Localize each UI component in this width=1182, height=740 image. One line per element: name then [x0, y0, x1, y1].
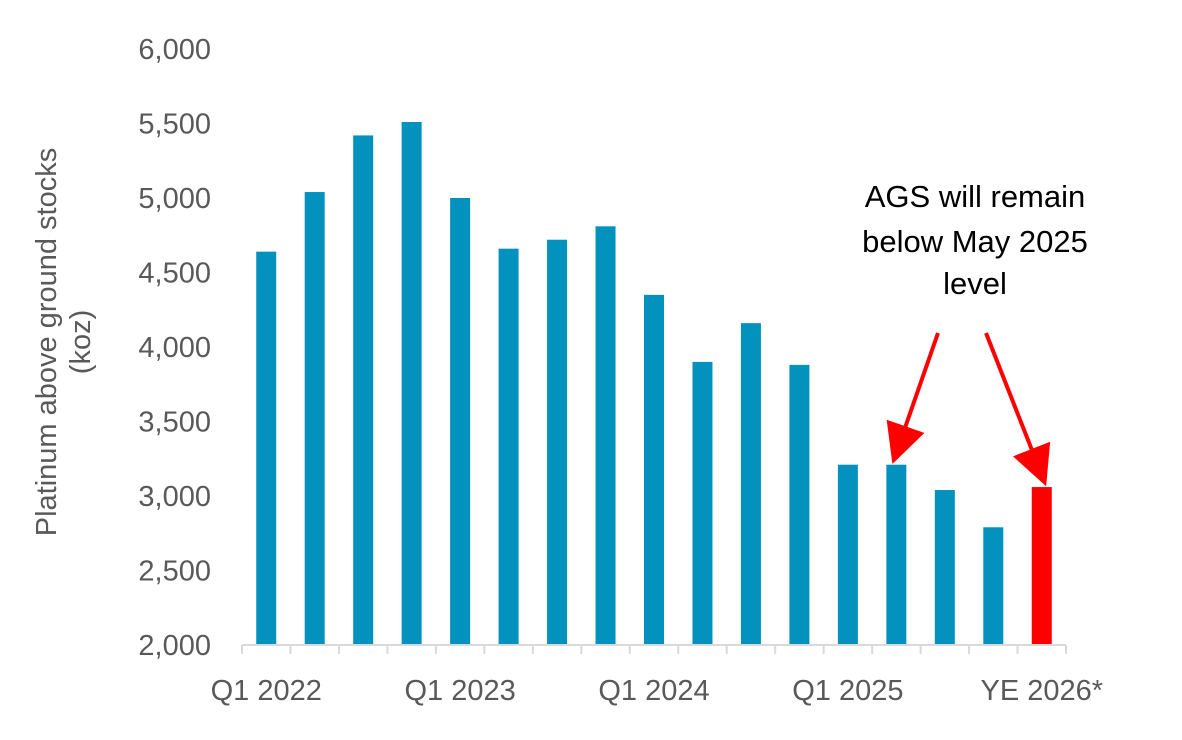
y-tick-label: 5,000 [138, 183, 211, 215]
y-tick-label: 3,500 [138, 407, 211, 439]
annotation: AGS will remain below May 2025 level [862, 179, 1088, 301]
bar [934, 490, 955, 645]
bar [692, 361, 713, 645]
bars [256, 122, 1052, 646]
bar [789, 364, 810, 645]
y-axis-title-line-2: (koz) [65, 310, 97, 374]
annotation-line-1: AGS will remain [865, 179, 1086, 214]
y-axis-ticks: 2,000 2,500 3,000 3,500 4,000 4,500 5,000 5,500… [138, 34, 211, 662]
x-tick-label: YE 2026* [980, 675, 1103, 707]
bar [256, 251, 277, 645]
annotation-arrow [984, 332, 1051, 487]
bar [740, 323, 761, 645]
bar [983, 527, 1004, 645]
bar [837, 464, 858, 645]
x-axis-tick-labels: Q1 2022 Q1 2023 Q1 2024 Q1 2025 YE 2026* [211, 675, 1103, 707]
y-tick-label: 3,000 [138, 481, 211, 513]
bar [450, 198, 471, 645]
y-tick-label: 2,000 [138, 630, 211, 662]
y-tick-label: 4,500 [138, 258, 211, 290]
bar-highlight [1031, 487, 1052, 645]
bar [595, 226, 616, 645]
y-tick-label: 5,500 [138, 109, 211, 141]
bar [401, 122, 422, 645]
bar [644, 294, 664, 645]
y-tick-label: 6,000 [138, 34, 211, 66]
y-axis-title: Platinum above ground stocks (koz) [31, 148, 97, 537]
bar [886, 464, 907, 645]
bar [498, 248, 519, 645]
annotation-arrows [886, 332, 1051, 487]
y-tick-label: 4,000 [138, 332, 211, 364]
x-axis [241, 644, 1067, 654]
x-tick-label: Q1 2022 [211, 675, 322, 707]
y-tick-label: 2,500 [138, 556, 211, 588]
y-axis-title-line-1: Platinum above ground stocks [31, 148, 63, 537]
x-tick-label: Q1 2025 [792, 675, 903, 707]
x-tick-label: Q1 2024 [598, 675, 709, 707]
annotation-arrow [886, 332, 940, 465]
annotation-line-2: below May 2025 [862, 224, 1088, 259]
bar [547, 239, 568, 645]
annotation-line-3: level [943, 266, 1007, 301]
x-tick-label: Q1 2023 [404, 675, 515, 707]
bar [353, 135, 374, 646]
bar [304, 192, 325, 646]
